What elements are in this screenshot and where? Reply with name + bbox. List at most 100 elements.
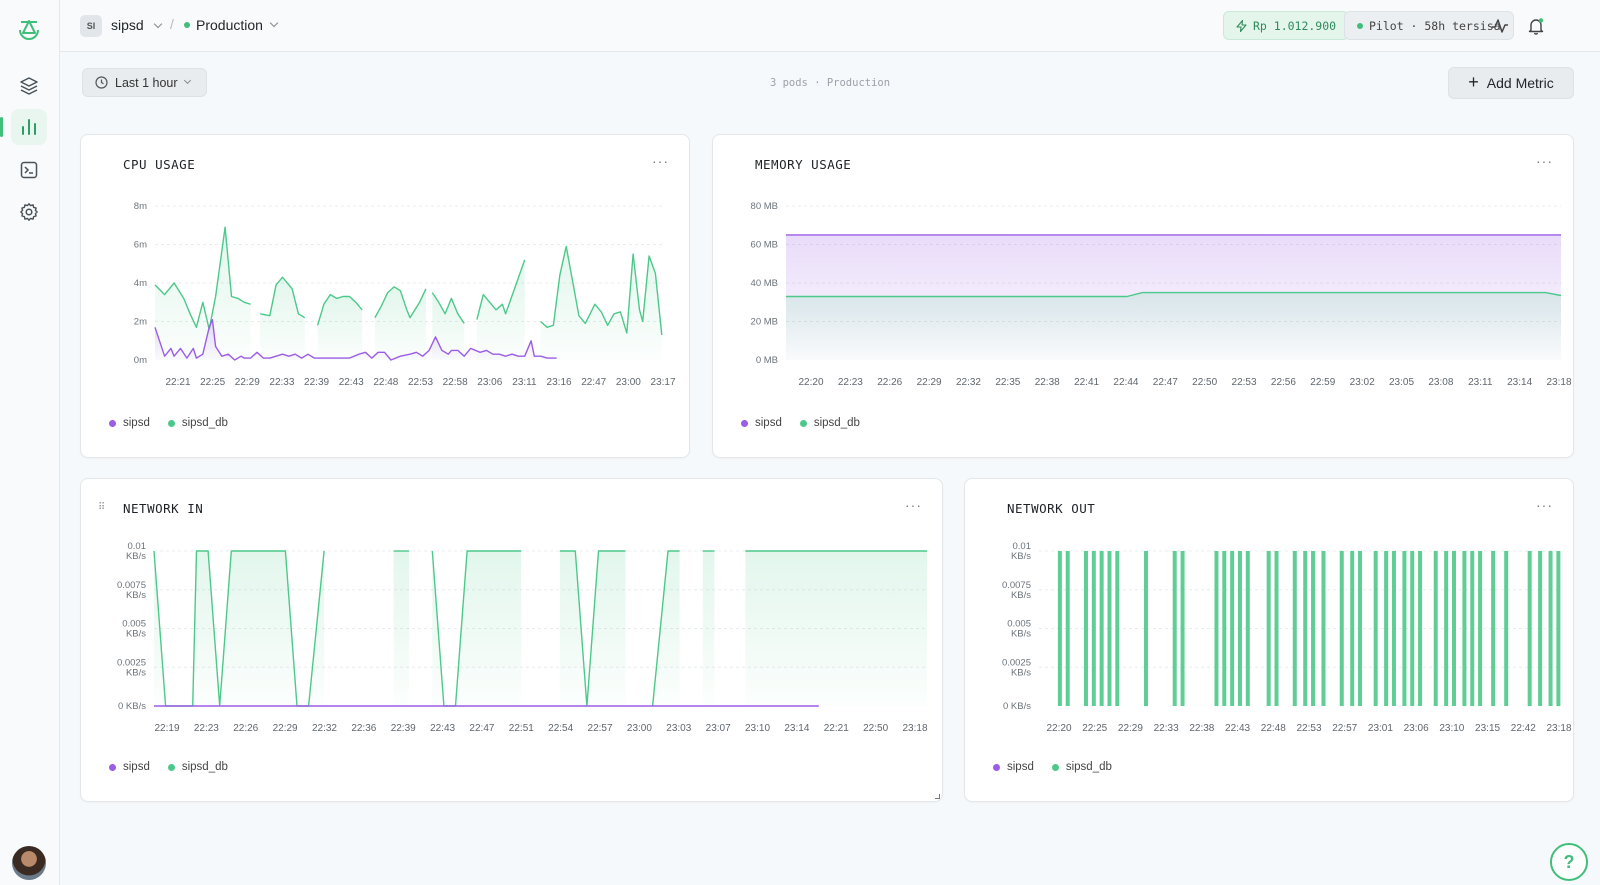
area-sipsd_db bbox=[393, 551, 410, 706]
x-tick-label: 23:06 bbox=[1404, 723, 1429, 734]
legend-item-sipsd[interactable]: sipsd bbox=[741, 417, 782, 429]
legend-item-sipsd[interactable]: sipsd bbox=[109, 417, 150, 429]
area-sipsd_db bbox=[432, 292, 465, 360]
pillar-logo-icon[interactable] bbox=[11, 12, 47, 48]
area-sipsd_db bbox=[432, 551, 522, 706]
area-sipsd_db bbox=[652, 551, 680, 706]
bar-sipsd_db bbox=[1214, 551, 1219, 706]
area-sipsd_db bbox=[317, 294, 363, 360]
card-title: MEMORY USAGE bbox=[755, 157, 852, 172]
x-tick-label: 22:23 bbox=[838, 377, 863, 388]
y-tick-label: KB/s bbox=[1011, 629, 1031, 640]
y-tick-label: 2m bbox=[134, 317, 147, 328]
bar-sipsd_db bbox=[1172, 551, 1177, 706]
bar-sipsd_db bbox=[1065, 551, 1070, 706]
more-menu-icon[interactable]: ··· bbox=[652, 153, 669, 169]
credit-balance[interactable]: Rp 1.012.900 bbox=[1223, 11, 1350, 40]
legend-swatch bbox=[167, 763, 175, 771]
x-tick-label: 23:18 bbox=[902, 723, 927, 734]
environment-name: Production bbox=[196, 17, 263, 33]
line-sipsd_db bbox=[651, 550, 680, 707]
bar-chart-icon[interactable] bbox=[11, 109, 47, 145]
bar-sipsd_db bbox=[1556, 551, 1561, 706]
card-title: CPU USAGE bbox=[123, 157, 196, 172]
environment-switcher[interactable]: Production bbox=[184, 17, 279, 33]
x-tick-label: 22:56 bbox=[1271, 377, 1296, 388]
y-tick-label: 4m bbox=[134, 278, 147, 289]
legend-swatch bbox=[993, 763, 1000, 771]
line-sipsd_db bbox=[154, 226, 251, 330]
add-metric-button[interactable]: + Add Metric bbox=[1448, 67, 1574, 99]
gear-icon[interactable] bbox=[11, 194, 47, 230]
more-menu-icon[interactable]: ··· bbox=[1536, 153, 1553, 169]
legend-swatch bbox=[167, 419, 175, 427]
active-indicator bbox=[0, 117, 3, 137]
legend-item-sipsd-db[interactable]: sipsd_db bbox=[167, 417, 228, 429]
activity-icon[interactable] bbox=[1488, 14, 1512, 38]
area-sipsd_db bbox=[702, 551, 715, 706]
x-tick-label: 22:47 bbox=[1153, 377, 1178, 388]
project-badge[interactable]: SI bbox=[80, 15, 102, 37]
x-tick-label: 22:33 bbox=[269, 377, 294, 388]
legend-item-sipsd[interactable]: sipsd bbox=[109, 761, 150, 773]
y-tick-label: 40 MB bbox=[751, 278, 778, 289]
project-name: sipsd bbox=[111, 17, 144, 33]
more-menu-icon[interactable]: ··· bbox=[905, 497, 922, 513]
bar-sipsd_db bbox=[1274, 551, 1279, 706]
bar-sipsd_db bbox=[1350, 551, 1355, 706]
legend-item-sipsd-db[interactable]: sipsd_db bbox=[799, 417, 860, 429]
x-tick-label: 22:54 bbox=[548, 723, 573, 734]
area-sipsd_db bbox=[260, 277, 305, 360]
x-tick-label: 23:06 bbox=[477, 377, 502, 388]
cpu-chart: 8m 6m 4m 2m 0m 22:21 22:25 22:29 22:33 22:39 22:43… bbox=[134, 201, 676, 388]
x-tick-label: 22:42 bbox=[1511, 723, 1536, 734]
plan-status[interactable]: Pilot · 58h tersisa bbox=[1344, 11, 1514, 40]
x-tick-label: 22:51 bbox=[509, 723, 534, 734]
x-tick-label: 22:50 bbox=[1192, 377, 1217, 388]
more-menu-icon[interactable]: ··· bbox=[1536, 497, 1553, 513]
x-tick-label: 23:15 bbox=[1475, 723, 1500, 734]
card-title: NETWORK IN bbox=[123, 501, 204, 516]
help-button[interactable]: ? bbox=[1550, 843, 1588, 881]
plan-status-dot bbox=[1357, 22, 1363, 29]
bar-sipsd_db bbox=[1311, 551, 1316, 706]
x-tick-label: 23:11 bbox=[512, 377, 537, 388]
legend-item-sipsd-db[interactable]: sipsd_db bbox=[167, 761, 228, 773]
terminal-icon[interactable] bbox=[11, 152, 47, 188]
legend-item-sipsd[interactable]: sipsd bbox=[993, 761, 1034, 773]
x-tick-label: 22:43 bbox=[430, 723, 455, 734]
x-tick-label: 22:20 bbox=[798, 377, 823, 388]
y-tick-label: 6m bbox=[134, 240, 147, 251]
bar-sipsd_db bbox=[1491, 551, 1496, 706]
sidebar bbox=[0, 0, 60, 885]
time-range-select[interactable]: Last 1 hour bbox=[82, 68, 207, 97]
legend-label: sipsd bbox=[123, 417, 150, 429]
line-sipsd_db bbox=[786, 291, 1562, 298]
y-tick-label: 0.01 bbox=[1013, 541, 1032, 552]
resize-handle[interactable] bbox=[935, 794, 940, 799]
drag-handle-icon[interactable]: ⠿ bbox=[98, 502, 107, 513]
bar-sipsd_db bbox=[1384, 551, 1389, 706]
x-tick-label: 22:29 bbox=[235, 377, 260, 388]
avatar[interactable] bbox=[12, 846, 46, 880]
legend-item-sipsd-db[interactable]: sipsd_db bbox=[1051, 761, 1112, 773]
legend-swatch bbox=[109, 419, 116, 427]
bar-sipsd_db bbox=[1470, 551, 1475, 706]
x-tick-label: 22:48 bbox=[373, 377, 398, 388]
line-sipsd_db bbox=[431, 292, 465, 324]
x-tick-label: 22:23 bbox=[194, 723, 219, 734]
bar-sipsd_db bbox=[1433, 551, 1438, 706]
y-tick-label: 0.0025 bbox=[117, 657, 146, 668]
bar-sipsd_db bbox=[1548, 551, 1553, 706]
layers-icon[interactable] bbox=[11, 68, 47, 104]
y-tick-label: KB/s bbox=[126, 590, 146, 601]
bar-sipsd_db bbox=[1303, 551, 1308, 706]
bar-sipsd_db bbox=[1230, 551, 1235, 706]
chevron-down-icon bbox=[153, 19, 162, 29]
area-sipsd_db bbox=[559, 551, 626, 706]
x-tick-label: 23:05 bbox=[1389, 377, 1414, 388]
chart-legend: sipsd sipsd_db bbox=[741, 417, 860, 429]
bell-icon[interactable] bbox=[1524, 14, 1548, 38]
project-switcher[interactable]: sipsd bbox=[111, 17, 162, 33]
bar-sipsd_db bbox=[1144, 551, 1149, 706]
